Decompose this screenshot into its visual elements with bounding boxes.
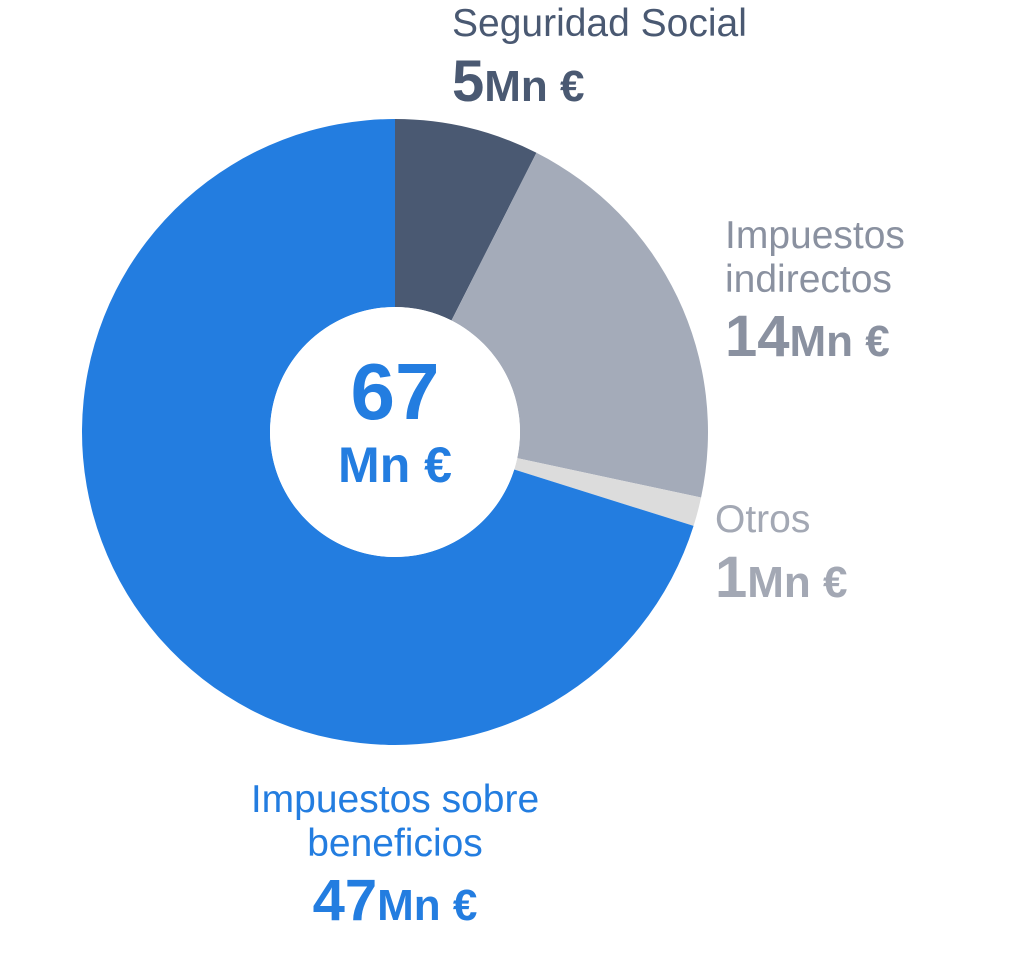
label-seguridad-social: Seguridad Social 5Mn € xyxy=(452,2,747,115)
label-name: Otros xyxy=(715,498,811,541)
donut-hole xyxy=(270,307,520,557)
value-unit: Mn € xyxy=(377,881,478,931)
slice-ss xyxy=(395,119,537,321)
slice-ben xyxy=(82,119,694,745)
label-otros: Otros 1Mn € xyxy=(715,498,848,611)
label-name-line-2: indirectos xyxy=(725,257,892,301)
value-unit: Mn € xyxy=(789,317,890,367)
label-name-line-1: Impuestos xyxy=(725,214,905,257)
value-number: 47 xyxy=(312,868,378,934)
value-number: 14 xyxy=(725,304,790,370)
value-unit: Mn € xyxy=(484,61,585,111)
slice-ind xyxy=(451,152,708,498)
label-value: 5Mn € xyxy=(452,48,747,115)
total-unit: Mn € xyxy=(338,437,452,493)
total-value: 67 xyxy=(350,347,440,436)
value-number: 1 xyxy=(715,544,748,610)
center-total: 67 Mn € xyxy=(295,352,495,493)
label-name: Seguridad Social xyxy=(452,2,747,45)
label-value: 47Mn € xyxy=(200,868,590,934)
value-unit: Mn € xyxy=(747,557,848,607)
label-name-line-2: beneficios xyxy=(307,821,483,865)
label-value: 1Mn € xyxy=(715,544,848,611)
slice-otros xyxy=(514,458,702,526)
label-value: 14Mn € xyxy=(725,304,905,370)
label-name-line-1: Impuestos sobre xyxy=(250,778,540,821)
label-impuestos-sobre-beneficios: Impuestos sobre beneficios 47Mn € xyxy=(200,778,590,934)
label-impuestos-indirectos: Impuestos indirectos 14Mn € xyxy=(725,214,905,370)
value-number: 5 xyxy=(452,48,485,114)
